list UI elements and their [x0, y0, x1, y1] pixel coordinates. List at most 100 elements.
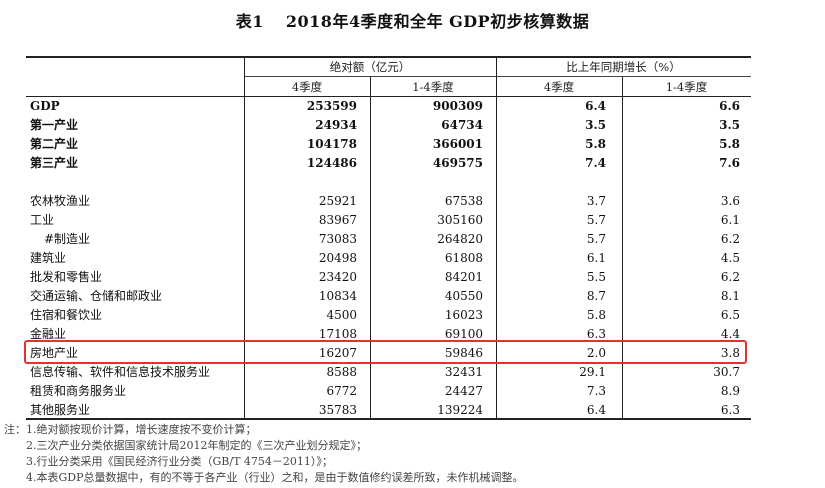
table-cell: 10834: [318, 289, 357, 303]
table-cell: 29.1: [579, 365, 606, 379]
table-cell: 20498: [318, 251, 357, 265]
header-absolute-group: 绝对额（亿元）: [329, 60, 411, 74]
row-label: 交通运输、仓储和邮政业: [30, 289, 163, 303]
table-cell: 64734: [441, 118, 483, 132]
table-cell: 469575: [432, 156, 483, 170]
table-cell: 6.2: [720, 232, 740, 246]
table-cell: 3.8: [720, 346, 740, 360]
table-cell: 6.5: [720, 308, 740, 322]
footnote-3: 3.行业分类采用《国民经济行业分类（GB/T 4754－2011）》；: [26, 455, 333, 468]
table-cell: 5.5: [586, 270, 606, 284]
table-number: 表1: [235, 12, 264, 31]
table-cell: 84201: [444, 270, 483, 284]
table-cell: 8.1: [720, 289, 740, 303]
table-cell: 6.2: [720, 270, 740, 284]
table-cell: 83967: [318, 213, 357, 227]
table-cell: 264820: [437, 232, 483, 246]
table-cell: 6.3: [586, 327, 606, 341]
table-cell: 4.5: [720, 251, 740, 265]
table-cell: 8.9: [720, 384, 740, 398]
table-cell: 6.1: [586, 251, 606, 265]
row-label: 房地产业: [30, 346, 79, 360]
col-divider-3: [496, 58, 497, 418]
top-rule: [26, 56, 751, 58]
table-cell: 104178: [306, 137, 357, 151]
table-cell: 6.3: [720, 403, 740, 417]
table-cell: 24934: [315, 118, 357, 132]
header-growth-group: 比上年同期增长（%）: [566, 60, 681, 74]
bottom-rule: [26, 418, 751, 420]
table-cell: 3.6: [720, 194, 740, 208]
col-divider-1: [244, 58, 245, 418]
table-cell: 16207: [318, 346, 357, 360]
table-cell: 7.4: [585, 156, 606, 170]
table-cell: 2.0: [586, 346, 606, 360]
col-divider-4: [622, 77, 623, 418]
table-cell: 67538: [444, 194, 483, 208]
row-label: 建筑业: [30, 251, 67, 265]
table-cell: 61808: [444, 251, 483, 265]
table-cell: 7.3: [586, 384, 606, 398]
table-cell: 23420: [318, 270, 357, 284]
table-cell: 305160: [437, 213, 483, 227]
table-cell: 25921: [318, 194, 357, 208]
header-abs-full-year: 1-4季度: [412, 80, 454, 94]
row-label: 农林牧渔业: [30, 194, 91, 208]
table-cell: 366001: [432, 137, 483, 151]
row-label: 工业: [30, 213, 55, 227]
row-label: 信息传输、软件和信息技术服务业: [30, 365, 211, 379]
row-label: 第三产业: [30, 156, 79, 170]
footnote-2: 2.三次产业分类依据国家统计局2012年制定的《三次产业划分规定》；: [26, 439, 367, 452]
col-divider-2: [370, 77, 371, 418]
table-cell: 5.8: [585, 137, 606, 151]
table-cell: 900309: [432, 99, 483, 113]
table-cell: 24427: [444, 384, 483, 398]
row-label: 其他服务业: [30, 403, 91, 417]
table-cell: 5.7: [586, 232, 606, 246]
footnote-1: 注：1.绝对额按现价计算，增长速度按不变价计算；: [4, 423, 257, 436]
header-growth-full-year: 1-4季度: [665, 80, 708, 94]
row-label: GDP: [30, 99, 60, 113]
table-cell: 139224: [437, 403, 483, 417]
table-title: 表1 2018年4季度和全年 GDP初步核算数据: [0, 8, 825, 32]
header-abs-q4: 4季度: [291, 80, 323, 94]
table-cell: 59846: [444, 346, 483, 360]
group-header-divider: [244, 76, 751, 77]
table-cell: 69100: [444, 327, 483, 341]
table-cell: 6.1: [720, 213, 740, 227]
table-cell: 7.6: [719, 156, 740, 170]
table-cell: 16023: [444, 308, 483, 322]
row-label: 第二产业: [30, 137, 79, 151]
table-cell: 35783: [318, 403, 357, 417]
table-cell: 40550: [444, 289, 483, 303]
row-label: 批发和零售业: [30, 270, 103, 284]
highlight-box: [24, 340, 747, 364]
table-cell: 124486: [306, 156, 357, 170]
table-cell: 3.7: [586, 194, 606, 208]
row-label: 租赁和商务服务业: [30, 384, 127, 398]
table-cell: 73083: [318, 232, 357, 246]
footnote-4: 4.本表GDP总量数据中，有的不等于各产业（行业）之和，是由于数值修约误差所致，…: [26, 471, 524, 484]
table-cell: 5.8: [719, 137, 740, 151]
table-cell: 253599: [306, 99, 357, 113]
table-cell: 17108: [318, 327, 357, 341]
table-cell: 30.7: [713, 365, 740, 379]
table-cell: 6.4: [585, 99, 606, 113]
table-cell: 8.7: [586, 289, 606, 303]
table-cell: 3.5: [719, 118, 740, 132]
row-label: #制造业: [44, 232, 91, 246]
table-cell: 3.5: [585, 118, 606, 132]
table-title-text: 2018年4季度和全年 GDP初步核算数据: [285, 12, 590, 31]
table-cell: 5.7: [586, 213, 606, 227]
table-cell: 6.6: [719, 99, 740, 113]
header-bottom-rule: [26, 96, 751, 97]
table-cell: 32431: [444, 365, 483, 379]
table-cell: 8588: [326, 365, 357, 379]
row-label: 住宿和餐饮业: [30, 308, 103, 322]
table-cell: 4.4: [720, 327, 740, 341]
header-growth-q4: 4季度: [543, 80, 575, 94]
table-cell: 6.4: [586, 403, 606, 417]
table-cell: 6772: [326, 384, 357, 398]
row-label: 金融业: [30, 327, 67, 341]
row-label: 第一产业: [30, 118, 79, 132]
